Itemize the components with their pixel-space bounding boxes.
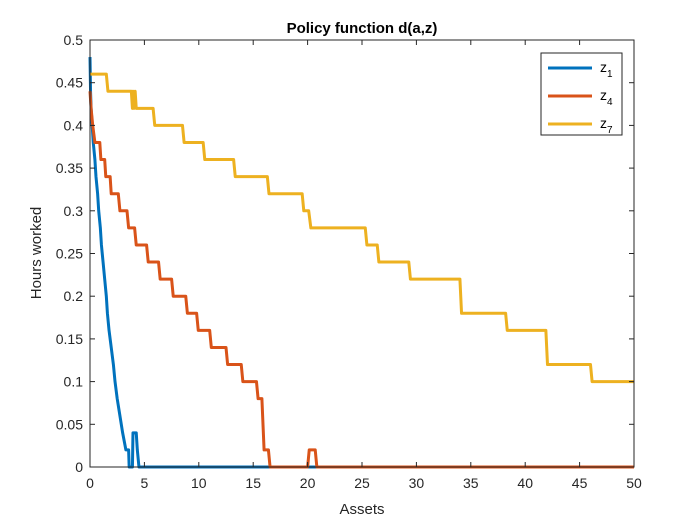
y-axis-label: Hours worked <box>28 207 45 300</box>
x-tick-label: 5 <box>141 475 149 491</box>
legend-label-z7: z7 <box>600 115 613 136</box>
legend-label-subscript: 4 <box>607 97 613 108</box>
y-tick-label: 0.2 <box>64 288 84 304</box>
series-line-z4 <box>88 91 634 469</box>
y-tick-label: 0 <box>75 459 83 475</box>
legend-label-subscript: 7 <box>607 125 613 136</box>
y-tick-label: 0.4 <box>64 117 84 133</box>
x-tick-label: 45 <box>572 475 588 491</box>
x-tick-label: 35 <box>463 475 479 491</box>
y-tick-label: 0.05 <box>56 416 83 432</box>
y-tick-label: 0.15 <box>56 331 83 347</box>
legend-label-subscript: 1 <box>607 69 613 80</box>
x-tick-label: 50 <box>626 475 642 491</box>
x-tick-label: 30 <box>409 475 425 491</box>
x-tick-label: 0 <box>86 475 94 491</box>
legend-label-name: z <box>600 87 607 103</box>
y-tick-label: 0.45 <box>56 75 83 91</box>
x-tick-label: 40 <box>517 475 533 491</box>
y-tick-label: 0.3 <box>64 203 84 219</box>
x-tick-label: 15 <box>245 475 261 491</box>
y-tick-label: 0.35 <box>56 160 83 176</box>
y-tick-label: 0.25 <box>56 246 83 262</box>
x-tick-label: 10 <box>191 475 207 491</box>
legend-label-z4: z4 <box>600 87 613 108</box>
x-axis-label: Assets <box>339 501 384 518</box>
y-axis: 0 0.05 0.1 0.15 0.2 0.25 0.3 0.35 0.4 0.45 0.5 <box>56 32 634 475</box>
y-tick-label: 0.1 <box>64 374 84 390</box>
x-tick-label: 25 <box>354 475 370 491</box>
y-tick-label: 0.5 <box>64 32 84 48</box>
x-axis: 0 5 10 15 20 25 30 35 40 45 50 <box>86 40 642 491</box>
legend-label-name: z <box>600 115 607 131</box>
series-line-z7 <box>90 72 634 384</box>
x-tick-label: 20 <box>300 475 316 491</box>
chart-title: Policy function d(a,z) <box>287 20 438 37</box>
legend-label-name: z <box>600 59 607 75</box>
legend-label-z1: z1 <box>600 59 613 80</box>
